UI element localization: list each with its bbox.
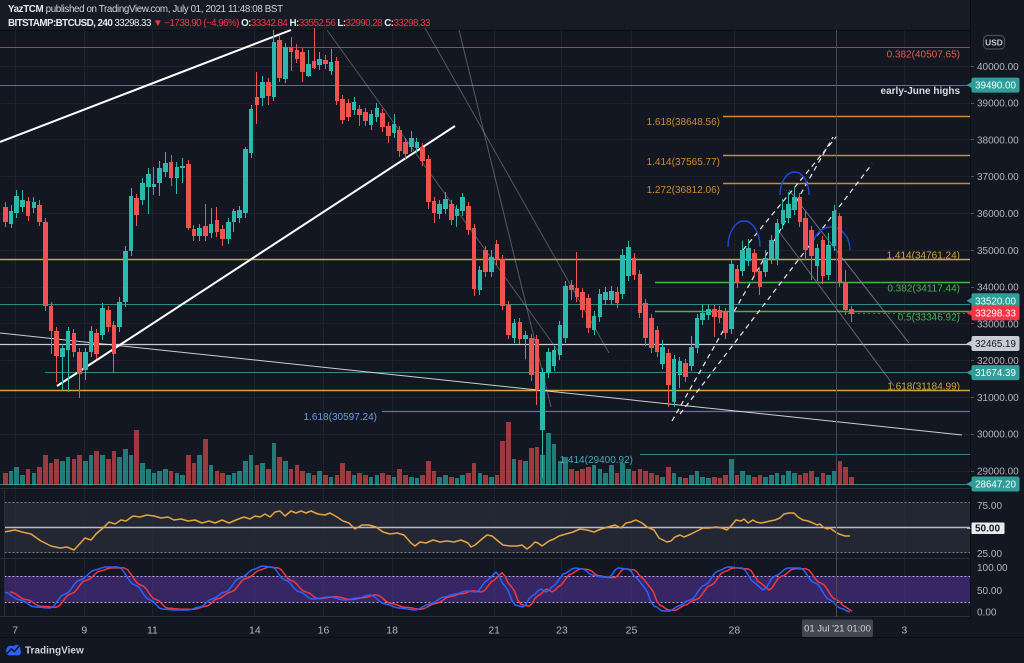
svg-text:1.618(38648.56): 1.618(38648.56) (647, 117, 720, 128)
svg-text:32000.00: 32000.00 (977, 356, 1019, 367)
svg-text:32465.19: 32465.19 (975, 339, 1016, 350)
svg-text:29000.00: 29000.00 (977, 467, 1019, 478)
svg-text:38000.00: 38000.00 (977, 135, 1019, 146)
svg-text:31674.39: 31674.39 (975, 368, 1016, 379)
svg-text:28647.20: 28647.20 (975, 480, 1016, 491)
svg-text:1.618(30597.24): 1.618(30597.24) (304, 412, 377, 423)
svg-text:11: 11 (147, 625, 158, 637)
svg-text:BITSTAMP:BTCUSD, 240 33298.33: BITSTAMP:BTCUSD, 240 33298.33 ▼ −1738.90… (8, 18, 431, 29)
svg-text:33520.00: 33520.00 (975, 296, 1016, 307)
svg-text:21: 21 (488, 625, 500, 637)
svg-text:3: 3 (901, 625, 907, 637)
svg-text:36000.00: 36000.00 (977, 209, 1019, 220)
svg-text:30000.00: 30000.00 (977, 430, 1019, 441)
svg-text:39490.00: 39490.00 (975, 81, 1016, 92)
svg-text:early-June highs: early-June highs (881, 86, 961, 97)
svg-text:0.00: 0.00 (977, 608, 997, 619)
svg-text:14: 14 (249, 625, 261, 637)
svg-text:1.618(31184.99): 1.618(31184.99) (887, 382, 960, 393)
svg-text:25: 25 (626, 625, 638, 637)
svg-text:35000.00: 35000.00 (977, 246, 1019, 257)
svg-text:0.382(40507.65): 0.382(40507.65) (887, 50, 960, 61)
svg-text:16: 16 (318, 625, 330, 637)
svg-text:28: 28 (729, 625, 741, 637)
svg-text:YazTCM published on TradingVie: YazTCM published on TradingView.com, Jul… (8, 4, 283, 15)
svg-text:1.414(37565.77): 1.414(37565.77) (647, 157, 720, 168)
svg-text:7: 7 (12, 625, 18, 637)
svg-text:01 Jul '21 01:00: 01 Jul '21 01:00 (804, 624, 871, 635)
svg-text:100.00: 100.00 (977, 563, 1008, 574)
svg-text:40000.00: 40000.00 (977, 62, 1019, 73)
svg-text:1.414(29400.92): 1.414(29400.92) (560, 455, 633, 466)
svg-text:39000.00: 39000.00 (977, 99, 1019, 110)
svg-text:23: 23 (556, 625, 568, 637)
svg-text:0.5(33346.92): 0.5(33346.92) (898, 313, 960, 324)
svg-text:37000.00: 37000.00 (977, 172, 1019, 183)
svg-text:0.382(34117.44): 0.382(34117.44) (887, 284, 960, 295)
svg-text:33000.00: 33000.00 (977, 319, 1019, 330)
svg-text:TradingView: TradingView (25, 646, 84, 657)
svg-text:34000.00: 34000.00 (977, 283, 1019, 294)
svg-text:33298.33: 33298.33 (975, 309, 1016, 320)
svg-text:31000.00: 31000.00 (977, 393, 1019, 404)
svg-text:50.00: 50.00 (977, 586, 1002, 597)
svg-text:25.00: 25.00 (977, 549, 1002, 560)
svg-text:75.00: 75.00 (977, 501, 1002, 512)
svg-text:18: 18 (386, 625, 398, 637)
svg-text:1.414(34761.24): 1.414(34761.24) (887, 251, 960, 262)
svg-text:1.272(36812.06): 1.272(36812.06) (647, 185, 720, 196)
svg-text:50.00: 50.00 (975, 524, 1000, 535)
svg-text:9: 9 (81, 625, 87, 637)
svg-text:USD: USD (985, 38, 1003, 48)
